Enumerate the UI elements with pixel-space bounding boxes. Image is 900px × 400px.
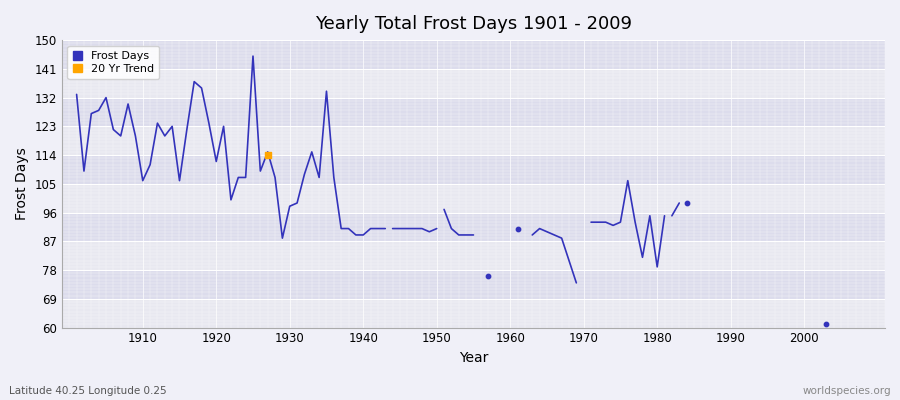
Text: worldspecies.org: worldspecies.org xyxy=(803,386,891,396)
Text: Latitude 40.25 Longitude 0.25: Latitude 40.25 Longitude 0.25 xyxy=(9,386,166,396)
Y-axis label: Frost Days: Frost Days xyxy=(15,148,29,220)
Bar xyxy=(62,40,885,69)
Title: Yearly Total Frost Days 1901 - 2009: Yearly Total Frost Days 1901 - 2009 xyxy=(315,15,632,33)
Point xyxy=(680,200,694,206)
Bar xyxy=(62,98,885,126)
Bar xyxy=(62,299,885,328)
Bar xyxy=(62,241,885,270)
Bar xyxy=(62,126,885,155)
X-axis label: Year: Year xyxy=(459,351,488,365)
Bar xyxy=(62,184,885,212)
Bar xyxy=(62,69,885,98)
Point xyxy=(481,273,495,280)
Bar xyxy=(62,212,885,241)
Point xyxy=(510,225,525,232)
Bar xyxy=(62,270,885,299)
Bar xyxy=(62,155,885,184)
Point xyxy=(819,321,833,328)
Point xyxy=(260,152,274,158)
Legend: Frost Days, 20 Yr Trend: Frost Days, 20 Yr Trend xyxy=(68,46,159,79)
